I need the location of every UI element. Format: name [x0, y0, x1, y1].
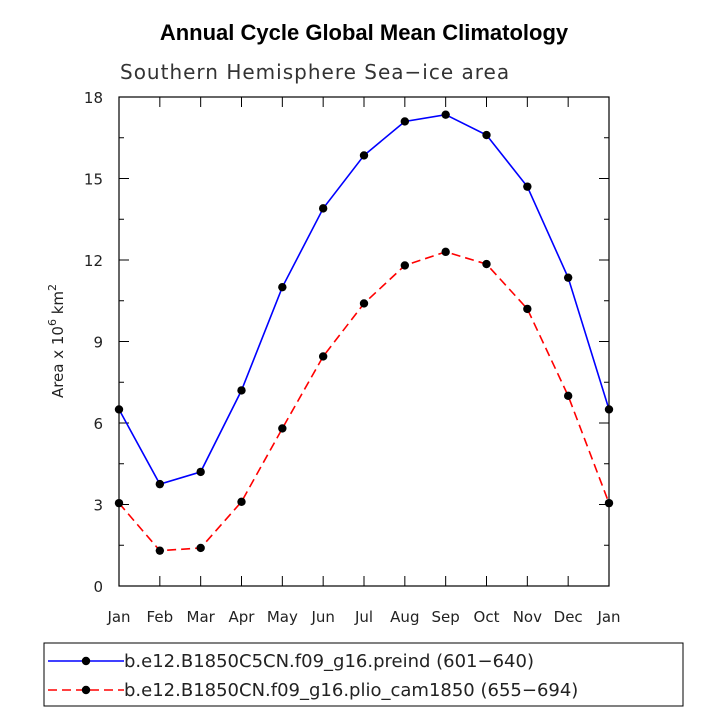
- series-2-point: [278, 424, 287, 433]
- legend-box: [43, 642, 684, 707]
- axis-ticks: 0 3 6 9 12 15 18 Jan Feb Mar Apr May Jun Jul Aug Sep Oct…: [84, 89, 621, 626]
- y-axis-label-text: Area x 10: [49, 326, 67, 398]
- y-tick-label: 15: [84, 171, 103, 189]
- x-tick-label: Jan: [596, 608, 620, 626]
- y-tick-label: 6: [93, 415, 103, 433]
- y-tick-label: 3: [93, 497, 103, 515]
- series-1-point: [441, 110, 450, 119]
- y-axis-label-unit: km: [49, 291, 67, 319]
- series-1-point: [400, 117, 410, 126]
- chart-title: Annual Cycle Global Mean Climatology: [160, 20, 569, 45]
- series-2-point: [237, 497, 246, 506]
- series-line-2: [118, 251, 610, 552]
- legend-label-2: b.e12.B1850CN.f09_g16.plio_cam1850 (655−…: [124, 680, 578, 701]
- series-2-point: [482, 259, 491, 269]
- series-1-point: [155, 479, 165, 489]
- x-tick-label: Jul: [354, 608, 373, 626]
- legend-marker-2: [81, 685, 91, 695]
- x-tick-label: Apr: [229, 608, 256, 626]
- series-layer: [114, 110, 614, 555]
- legend: b.e12.B1850C5CN.f09_g16.preind (601−640)…: [48, 651, 578, 701]
- series-2-point: [155, 546, 165, 555]
- y-axis-label: Area x 106 km2: [46, 284, 67, 398]
- legend-label-1: b.e12.B1850C5CN.f09_g16.preind (601−640): [124, 651, 534, 672]
- plot-frame: [118, 96, 610, 587]
- x-tick-label: May: [267, 608, 298, 626]
- series-2-point: [523, 304, 532, 314]
- y-tick-label: 0: [93, 578, 103, 596]
- series-2-point: [441, 247, 450, 257]
- series-2-point: [563, 391, 573, 401]
- series-1-point: [482, 130, 491, 140]
- series-2-point: [400, 261, 410, 270]
- series-1-point: [278, 282, 287, 292]
- x-tick-label: Aug: [390, 608, 419, 626]
- chart-subtitle: Southern Hemisphere Sea−ice area: [120, 60, 510, 84]
- x-tick-label: Sep: [432, 608, 460, 626]
- y-tick-label: 18: [84, 89, 103, 107]
- y-axis-label-exp1: 6: [46, 319, 59, 326]
- y-axis-label-exp2: 2: [46, 284, 59, 291]
- y-tick-label: 9: [93, 334, 103, 352]
- series-1-point: [523, 182, 532, 191]
- x-tick-label: Jun: [310, 608, 334, 626]
- series-1-point: [237, 386, 246, 395]
- x-tick-label: Nov: [513, 608, 542, 626]
- x-tick-label: Feb: [147, 608, 174, 626]
- series-1-point: [196, 467, 205, 477]
- x-tick-label: Mar: [187, 608, 216, 626]
- svg-text:Area x 106 km2: Area x 106 km2: [46, 284, 67, 398]
- legend-marker-1: [81, 656, 91, 666]
- series-2-point: [318, 352, 328, 361]
- series-2-point: [196, 543, 205, 553]
- x-tick-label: Oct: [474, 608, 500, 626]
- series-2-point: [359, 299, 369, 308]
- series-1-point: [563, 273, 573, 282]
- series-1-point: [359, 151, 369, 160]
- x-tick-label: Jan: [106, 608, 130, 626]
- x-tick-label: Dec: [554, 608, 583, 626]
- series-1-point: [318, 204, 328, 213]
- y-tick-label: 12: [84, 252, 103, 270]
